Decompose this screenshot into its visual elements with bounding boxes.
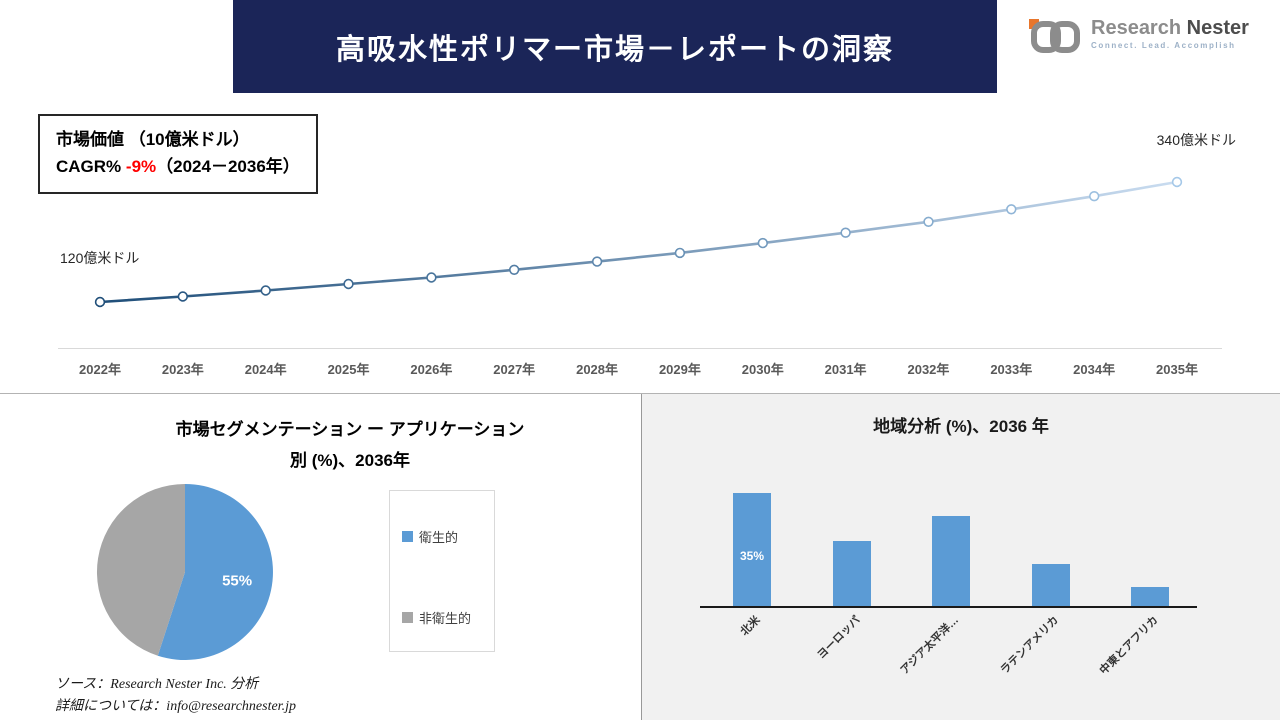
page-title: 高吸水性ポリマー市場－レポートの洞察 <box>335 33 894 66</box>
pie-slice-1 <box>96 484 185 656</box>
x-axis-label: 2033年 <box>990 362 1033 377</box>
vertical-divider <box>641 394 642 720</box>
x-axis-labels: 2022年 2023年 2024年 2025年 2026年 2027年 2028年 2029年… <box>0 359 1280 381</box>
market-value-line-chart <box>94 176 1183 308</box>
bar-1 <box>832 541 871 606</box>
data-point-marker <box>757 237 768 249</box>
pie-slice-0 <box>157 484 273 660</box>
bar-3 <box>1031 564 1070 606</box>
segmentation-title: 市場セグメンテーション ー アプリケーション 別 (%)、2036年 <box>60 414 640 476</box>
footer: ソース：Research Nester Inc. 分析 詳細については：info… <box>55 674 296 718</box>
data-point-marker <box>591 256 603 267</box>
x-axis-label: 2026年 <box>410 362 453 377</box>
brand-second-word: Nester <box>1186 17 1249 39</box>
research-nester-logo: Research Nester Connect. Lead. Accomplis… <box>1028 16 1249 58</box>
cagr-prefix: CAGR% <box>56 157 126 176</box>
x-axis-label: 2031年 <box>824 362 867 377</box>
brand-name: Research Nester <box>1091 16 1249 40</box>
x-axis-rule <box>58 348 1222 349</box>
line-end-annotation: 340億米ドル <box>1156 132 1236 148</box>
chain-link-logo-icon <box>1029 19 1080 53</box>
data-point-marker <box>94 296 106 308</box>
x-axis-label: 2025年 <box>327 362 370 377</box>
footer-source: ソース：Research Nester Inc. 分析 <box>55 677 259 692</box>
cagr-period: （2024－2036年） <box>156 157 300 176</box>
pie-legend: 衛生的 非衛生的 <box>389 490 495 652</box>
cagr-value: -9% <box>125 157 157 176</box>
header-banner: 高吸水性ポリマー市場－レポートの洞察 <box>233 0 997 93</box>
footer-details: 詳細については：info@researchnester.jp <box>55 699 296 714</box>
data-point-marker <box>1006 204 1017 215</box>
x-axis-label: 2035年 <box>1156 362 1198 377</box>
x-axis-label: 2022年 <box>79 362 121 377</box>
x-axis-label: 2030年 <box>741 362 784 377</box>
market-value-info-box: 市場価値 （10億米ドル） CAGR% -9%（2024－2036年） <box>38 114 318 194</box>
x-axis-label: 2034年 <box>1073 362 1116 377</box>
segmentation-pie-chart: 55% <box>96 484 273 660</box>
x-axis-label: 2023年 <box>161 362 204 377</box>
legend-item-1: 非衛生的 <box>402 608 494 627</box>
market-value-label: 市場価値 （10億米ドル） <box>56 130 250 149</box>
legend-label: 衛生的 <box>419 530 459 545</box>
data-point-marker <box>1088 190 1100 202</box>
data-point-marker <box>509 264 520 276</box>
bar-value-label: 35% <box>739 549 765 563</box>
market-trend-line <box>99 180 1178 304</box>
data-point-marker <box>674 247 686 259</box>
x-axis-label: 2028年 <box>576 362 619 377</box>
x-axis-label: 2032年 <box>907 362 950 377</box>
legend-label: 非衛生的 <box>419 611 472 626</box>
data-point-marker <box>923 216 934 228</box>
data-point-marker <box>426 272 437 283</box>
segmentation-title-line2: 別 (%)、2036年 <box>290 451 410 470</box>
data-point-marker <box>177 291 189 302</box>
region-title: 地域分析 (%)、2036 年 <box>873 417 1049 436</box>
x-axis-label: 2027年 <box>493 362 536 377</box>
brand-first-word: Research <box>1091 17 1182 39</box>
cagr-line: CAGR% -9%（2024－2036年） <box>56 153 300 180</box>
logo-text: Research Nester Connect. Lead. Accomplis… <box>1091 16 1249 50</box>
legend-swatch-icon <box>402 531 413 542</box>
data-point-marker <box>840 227 851 238</box>
data-point-marker <box>260 285 271 296</box>
region-bar-chart: 35% 北米 ヨーロッパ アジア太平洋… ラテンアメリカ 中東とアフリカ <box>700 468 1197 677</box>
data-point-marker <box>1171 176 1183 188</box>
line-start-annotation: 120億米ドル <box>60 250 140 266</box>
legend-item-0: 衛生的 <box>402 527 494 546</box>
legend-swatch-icon <box>402 612 413 623</box>
bar-0: 35% <box>733 493 771 606</box>
bar-2 <box>932 516 970 606</box>
x-axis-label: 2029年 <box>658 362 701 377</box>
brand-tagline: Connect. Lead. Accomplish <box>1091 41 1236 50</box>
pie-data-label: 55% <box>222 572 252 589</box>
x-axis-label: 2024年 <box>244 362 287 377</box>
horizontal-divider <box>0 393 1280 394</box>
bar-4 <box>1131 587 1169 606</box>
segmentation-title-line1: 市場セグメンテーション ー アプリケーション <box>175 420 525 439</box>
data-point-marker <box>343 278 354 290</box>
